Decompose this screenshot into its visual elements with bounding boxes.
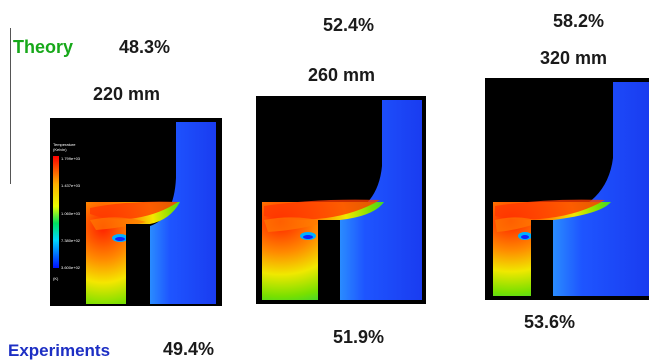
temperature-contour-260mm [256,96,426,304]
experiments-value-260: 51.9% [333,327,385,347]
legend-tick-4: 7.380e+02 [61,238,81,243]
legend-colorbar [53,156,59,268]
experiments-value-220: 49.4% [163,339,215,359]
theory-value-260: 52.4% [323,15,375,35]
temperature-contour-220mm: Temperature (Kelvin) 1.799e+03 1.437e+03… [50,118,222,306]
legend-tick-3: 1.060e+03 [61,211,81,216]
theory-value-220: 48.3% [119,37,171,57]
case-size-220: 220 mm [93,84,161,104]
temperature-contour-320mm [485,78,649,300]
experiments-value-320: 53.6% [524,312,576,332]
theory-divider-line [10,28,11,184]
case-size-320: 320 mm [540,48,608,68]
theory-value-320: 58.2% [553,11,605,31]
theory-label: Theory [13,37,74,57]
case-size-260: 260 mm [308,65,376,85]
legend-title: Temperature [53,142,76,147]
legend-subtitle: (Kelvin) [53,147,67,152]
legend-tick-2: 1.437e+03 [61,183,81,188]
legend-unit: (K) [53,276,59,281]
legend-tick-1: 1.799e+03 [61,156,81,161]
legend-tick-5: 3.600e+02 [61,265,81,270]
experiments-label: Experiments [8,341,111,360]
